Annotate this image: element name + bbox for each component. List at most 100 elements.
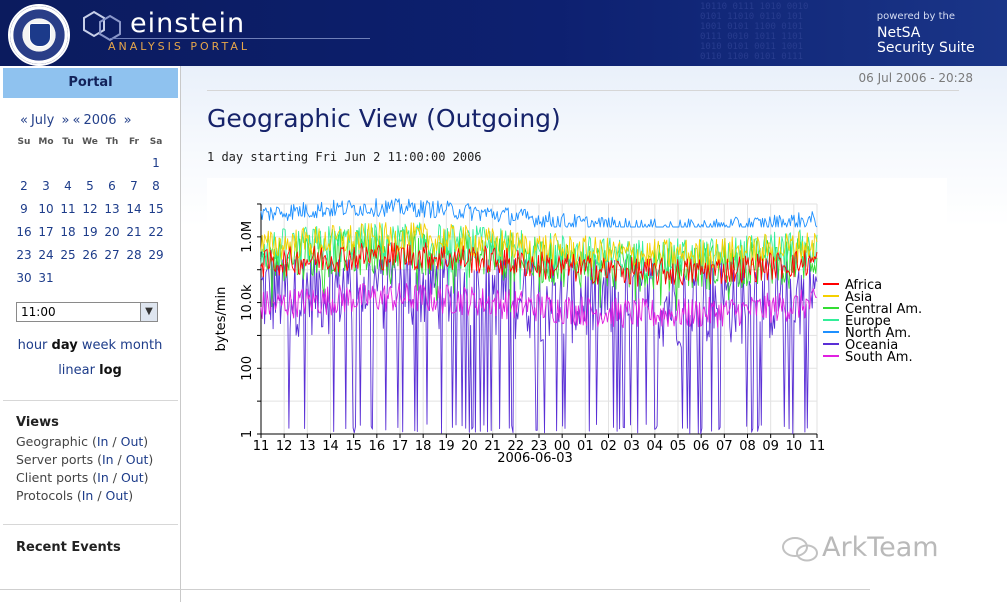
calendar-day[interactable]: 16 <box>16 224 32 239</box>
calendar-day[interactable]: 20 <box>104 224 120 239</box>
calendar-day[interactable]: 18 <box>60 224 76 239</box>
calendar-day[interactable]: 26 <box>82 247 98 262</box>
calendar-day[interactable]: 8 <box>152 178 160 193</box>
weekday-label: Tu <box>62 137 74 147</box>
next-month-button[interactable]: » <box>61 113 70 128</box>
current-timestamp: 06 Jul 2006 - 20:28 <box>858 71 973 85</box>
chart-svg: 11 12 13 14 15 16 17 18 19 20 21 22 23 00 01 02 03 04 05 06… <box>214 198 922 466</box>
portal-tab[interactable]: Portal <box>3 68 178 98</box>
calendar-day[interactable]: 13 <box>104 201 120 216</box>
protocols-in-link[interactable]: In <box>81 488 94 503</box>
chevron-down-icon[interactable]: ▼ <box>140 303 157 321</box>
x-tick-label: 00 <box>554 439 571 454</box>
legend-label: Asia <box>845 290 872 305</box>
calendar-day[interactable]: 29 <box>148 247 164 262</box>
legend-label: Central Am. <box>845 302 922 317</box>
x-tick-label: 04 <box>647 439 664 454</box>
calendar-day[interactable]: 5 <box>86 178 94 193</box>
range-selector: hour day week month <box>0 338 180 353</box>
calendar-day[interactable]: 21 <box>126 224 142 239</box>
calendar-month: July <box>30 113 55 128</box>
x-tick-label: 06 <box>693 439 710 454</box>
calendar-day[interactable]: 28 <box>126 247 142 262</box>
calendar-day[interactable]: 4 <box>64 178 72 193</box>
client-ports-in-link[interactable]: In <box>97 470 109 485</box>
sidebar-divider <box>3 400 178 401</box>
calendar-day[interactable]: 3 <box>42 178 50 193</box>
dhs-seal-logo <box>8 4 70 66</box>
calendar-day[interactable]: 14 <box>126 201 142 216</box>
calendar-day[interactable]: 22 <box>148 224 164 239</box>
calendar-empty <box>145 266 167 289</box>
recent-events-title: Recent Events <box>16 540 121 555</box>
calendar-day[interactable]: 24 <box>38 247 54 262</box>
scale-linear-link[interactable]: linear <box>58 363 95 378</box>
header-divider <box>110 38 370 39</box>
calendar-empty <box>79 266 101 289</box>
calendar-day[interactable]: 10 <box>38 201 54 216</box>
weekday-label: Fr <box>128 137 139 147</box>
x-tick-label: 01 <box>577 439 594 454</box>
range-day-link[interactable]: day <box>51 338 78 353</box>
calendar-empty <box>123 151 145 174</box>
series-line-africa <box>260 242 818 287</box>
calendar-day[interactable]: 11 <box>60 201 76 216</box>
series-line-north-am- <box>260 198 818 228</box>
time-select[interactable]: 11:00 ▼ <box>16 302 158 322</box>
client-ports-out-link[interactable]: Out <box>120 470 144 485</box>
view-geographic: Geographic (In / Out) <box>16 434 149 449</box>
weekday-label: Th <box>105 137 119 147</box>
x-axis-label: 2006-06-03 <box>497 451 573 466</box>
watermark-text: ArkTeam <box>822 532 939 563</box>
wechat-icon <box>782 537 818 562</box>
x-tick-label: 09 <box>762 439 779 454</box>
next-year-button[interactable]: » <box>123 113 132 128</box>
protocols-out-link[interactable]: Out <box>105 488 129 503</box>
calendar-day[interactable]: 2 <box>20 178 28 193</box>
server-ports-in-link[interactable]: In <box>101 452 114 467</box>
legend-label: North Am. <box>845 326 911 341</box>
x-tick-label: 20 <box>461 439 478 454</box>
x-tick-label: 05 <box>670 439 687 454</box>
timestamp-divider <box>207 90 959 91</box>
calendar-day[interactable]: 25 <box>60 247 76 262</box>
x-tick-label: 16 <box>369 439 386 454</box>
calendar-empty <box>35 151 57 174</box>
calendar-day[interactable]: 17 <box>38 224 54 239</box>
calendar-day[interactable]: 9 <box>20 201 28 216</box>
x-tick-label: 14 <box>322 439 339 454</box>
calendar-day[interactable]: 1 <box>152 155 160 170</box>
app-subtitle: ANALYSIS PORTAL <box>108 40 251 53</box>
range-month-link[interactable]: month <box>120 338 163 353</box>
calendar-week: 9 10 11 12 13 14 15 <box>13 197 167 220</box>
weekday-label: Sa <box>149 137 163 147</box>
series-line-south-am- <box>260 282 818 329</box>
calendar-day[interactable]: 30 <box>16 270 32 285</box>
range-week-link[interactable]: week <box>81 338 117 353</box>
calendar-day[interactable]: 27 <box>104 247 120 262</box>
calendar-week: 16 17 18 19 20 21 22 <box>13 220 167 243</box>
prev-month-button[interactable]: « <box>20 113 28 128</box>
calendar-day[interactable]: 15 <box>148 201 164 216</box>
weekday-label: Su <box>17 137 31 147</box>
prev-year-button[interactable]: « <box>72 113 81 128</box>
powered-by-label: powered by the <box>876 11 955 22</box>
y-tick-label: 1 <box>240 430 255 438</box>
x-tick-label: 21 <box>484 439 501 454</box>
calendar-day[interactable]: 31 <box>38 270 54 285</box>
scale-log-link[interactable]: log <box>99 363 122 378</box>
geographic-out-link[interactable]: Out <box>120 434 144 449</box>
calendar-day[interactable]: 19 <box>82 224 98 239</box>
range-hour-link[interactable]: hour <box>17 338 48 353</box>
geographic-in-link[interactable]: In <box>96 434 109 449</box>
traffic-chart: 11 12 13 14 15 16 17 18 19 20 21 22 23 00 01 02 03 04 05 06… <box>207 178 947 478</box>
security-suite-label: Security Suite <box>877 40 975 56</box>
calendar-day[interactable]: 7 <box>130 178 138 193</box>
x-tick-label: 17 <box>392 439 409 454</box>
server-ports-out-link[interactable]: Out <box>125 452 149 467</box>
calendar-day[interactable]: 6 <box>108 178 116 193</box>
calendar-day[interactable]: 12 <box>82 201 98 216</box>
calendar-day[interactable]: 23 <box>16 247 32 262</box>
